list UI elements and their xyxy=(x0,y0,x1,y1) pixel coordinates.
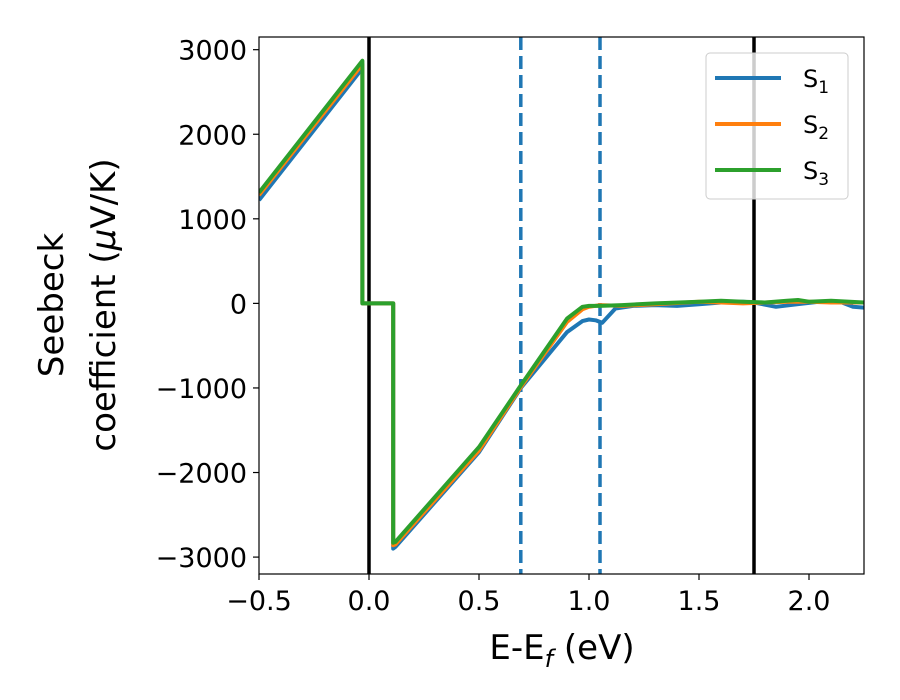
series-line-3 xyxy=(259,58,864,545)
y-axis-label-line1: Seebeck xyxy=(32,233,72,378)
x-tick-label: 2.0 xyxy=(788,586,831,617)
legend-label-1: S1 xyxy=(803,65,829,98)
legend: S1 S2 S3 xyxy=(705,52,849,200)
y-tick-label: 3000 xyxy=(178,36,247,67)
x-tick-label: 1.0 xyxy=(568,586,611,617)
plot-area-frame xyxy=(258,36,865,575)
x-tick-label: −0.5 xyxy=(226,586,292,617)
y-axis-label-line2: coefficient (μV/K) xyxy=(84,158,124,451)
x-axis-label: E-Ef (eV) xyxy=(489,628,634,673)
legend-label-3: S3 xyxy=(803,157,829,190)
y-tick-label: −1000 xyxy=(156,374,247,405)
y-axis-label: Seebeck coefficient (μV/K) xyxy=(32,158,124,451)
legend-label-2: S2 xyxy=(803,111,829,144)
y-axis-ticks: 3000 2000 1000 0 −1000 −2000 −3000 xyxy=(156,36,259,574)
series-line-1 xyxy=(259,66,864,551)
series-lines xyxy=(259,58,864,551)
y-tick-label: 0 xyxy=(230,289,247,320)
x-tick-label: 1.5 xyxy=(678,586,721,617)
y-tick-label: 2000 xyxy=(178,120,247,151)
x-tick-label: 0.5 xyxy=(458,586,501,617)
y-tick-label: 1000 xyxy=(178,205,247,236)
x-tick-label: 0.0 xyxy=(348,586,391,617)
y-tick-label: −2000 xyxy=(156,459,247,490)
x-axis-ticks: −0.5 0.0 0.5 1.0 1.5 2.0 xyxy=(226,574,830,617)
y-tick-label: −3000 xyxy=(156,543,247,574)
